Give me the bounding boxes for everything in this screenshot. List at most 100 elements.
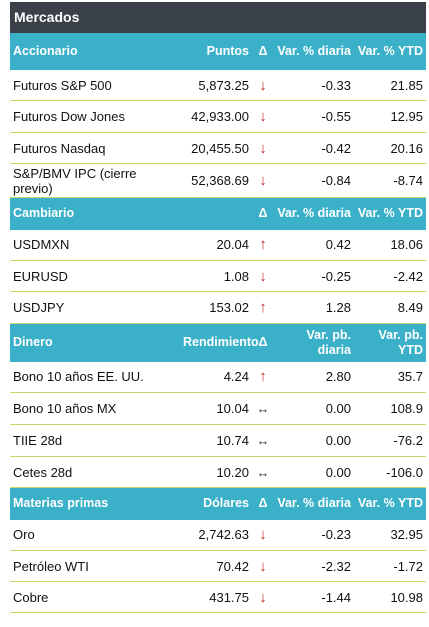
markets-panel: Mercados Accionario Puntos Δ Var. % diaria V…: [10, 2, 426, 613]
row-delta: ↓: [252, 550, 274, 582]
row-value: 153.02: [180, 291, 252, 324]
row-ytd: -76.2: [354, 424, 426, 457]
header-delta: Δ: [252, 487, 274, 520]
arrow-down-icon: ↓: [259, 139, 267, 157]
row-name: Bono 10 años EE. UU.: [10, 361, 180, 393]
row-value: 52,368.69: [180, 163, 252, 198]
header-daily: Var. % diaria: [274, 33, 354, 70]
row-ytd: 10.98: [354, 581, 426, 613]
row-daily: 0.00: [274, 392, 354, 425]
row-daily: -0.23: [274, 519, 354, 551]
table-row: USDMXN 20.04 ↑ 0.42 18.06: [10, 229, 426, 261]
arrow-down-icon: ↓: [259, 76, 267, 94]
row-delta: ↓: [252, 100, 274, 133]
row-name: Cetes 28d: [10, 456, 180, 488]
arrow-down-icon: ↓: [259, 172, 267, 189]
table-row: Cetes 28d 10.20 ↔ 0.00 -106.0: [10, 456, 426, 488]
panel-title: Mercados: [10, 2, 426, 33]
header-value: Rendimiento: [180, 323, 259, 362]
markets-table: Accionario Puntos Δ Var. % diaria Var. % YTD…: [10, 33, 426, 613]
row-name: Petróleo WTI: [10, 550, 180, 582]
arrow-left-right-icon: ↔: [256, 433, 270, 448]
table-row: Oro 2,742.63 ↓ -0.23 32.95: [10, 519, 426, 551]
row-name: Futuros Nasdaq: [10, 132, 180, 164]
row-daily: -0.84: [274, 163, 354, 198]
row-value: 5,873.25: [180, 70, 252, 101]
arrow-left-right-icon: ↔: [256, 464, 270, 480]
row-delta: ↔: [252, 424, 274, 457]
row-ytd: -8.74: [354, 163, 426, 198]
header-delta: Δ: [252, 323, 274, 362]
row-daily: -0.42: [274, 132, 354, 164]
row-name: USDMXN: [10, 229, 180, 261]
header-delta: Δ: [252, 197, 274, 230]
row-delta: ↑: [252, 291, 274, 324]
row-delta: ↑: [252, 229, 274, 261]
row-value: 70.42: [180, 550, 252, 582]
row-value: 10.20: [180, 456, 252, 488]
row-daily: -0.55: [274, 100, 354, 133]
header-daily: Var. % diaria: [274, 197, 354, 230]
row-name: Futuros S&P 500: [10, 70, 180, 101]
arrow-down-icon: ↓: [259, 588, 267, 606]
row-value: 2,742.63: [180, 519, 252, 551]
arrow-down-icon: ↓: [259, 267, 267, 285]
header-value: Dólares: [180, 487, 252, 520]
row-daily: 0.00: [274, 424, 354, 457]
row-delta: ↔: [252, 392, 274, 425]
header-value: Puntos: [180, 33, 252, 70]
row-name: Futuros Dow Jones: [10, 100, 180, 133]
row-ytd: 108.9: [354, 392, 426, 425]
row-value: 10.74: [180, 424, 252, 457]
table-row: USDJPY 153.02 ↑ 1.28 8.49: [10, 291, 426, 324]
row-daily: 1.28: [274, 291, 354, 324]
arrow-left-right-icon: ↔: [256, 401, 270, 416]
header-label: Cambiario: [10, 197, 180, 230]
section-header: Cambiario Δ Var. % diaria Var. % YTD: [10, 197, 426, 230]
row-daily: 2.80: [274, 361, 354, 393]
row-delta: ↓: [252, 70, 274, 101]
row-delta: ↓: [252, 581, 274, 613]
row-name: Bono 10 años MX: [10, 392, 180, 425]
table-row: S&P/BMV IPC (cierre previo) 52,368.69 ↓ -0.…: [10, 163, 426, 198]
table-row: Futuros Nasdaq 20,455.50 ↓ -0.42 20.16: [10, 132, 426, 164]
header-label: Materias primas: [10, 487, 180, 520]
row-delta: ↑: [252, 361, 274, 393]
row-value: 10.04: [180, 392, 252, 425]
table-row: Bono 10 años MX 10.04 ↔ 0.00 108.9: [10, 392, 426, 425]
header-daily: Var. pb. diaria: [274, 323, 354, 362]
table-row: Bono 10 años EE. UU. 4.24 ↑ 2.80 35.7: [10, 361, 426, 393]
arrow-up-icon: ↑: [259, 236, 267, 254]
row-delta: ↓: [252, 132, 274, 164]
row-value: 1.08: [180, 260, 252, 292]
row-ytd: -1.72: [354, 550, 426, 582]
row-value: 20.04: [180, 229, 252, 261]
row-ytd: 18.06: [354, 229, 426, 261]
header-delta: Δ: [252, 33, 274, 70]
row-name: USDJPY: [10, 291, 180, 324]
arrow-down-icon: ↓: [259, 526, 267, 544]
row-daily: 0.00: [274, 456, 354, 488]
row-name: Oro: [10, 519, 180, 551]
section-header: Accionario Puntos Δ Var. % diaria Var. % YTD: [10, 33, 426, 70]
row-ytd: 21.85: [354, 70, 426, 101]
header-label: Dinero: [10, 323, 180, 362]
arrow-down-icon: ↓: [259, 557, 267, 575]
row-daily: -0.25: [274, 260, 354, 292]
table-row: Cobre 431.75 ↓ -1.44 10.98: [10, 581, 426, 613]
row-daily: -0.33: [274, 70, 354, 101]
header-ytd: Var. % YTD: [354, 33, 426, 70]
table-row: TIIE 28d 10.74 ↔ 0.00 -76.2: [10, 424, 426, 457]
section-header: Materias primas Dólares Δ Var. % diaria Var.…: [10, 487, 426, 520]
row-value: 431.75: [180, 581, 252, 613]
row-value: 20,455.50: [180, 132, 252, 164]
row-name: S&P/BMV IPC (cierre previo): [10, 163, 180, 198]
table-row: Futuros S&P 500 5,873.25 ↓ -0.33 21.85: [10, 70, 426, 101]
header-daily: Var. % diaria: [274, 487, 354, 520]
row-ytd: 35.7: [354, 361, 426, 393]
row-ytd: 12.95: [354, 100, 426, 133]
row-ytd: -106.0: [354, 456, 426, 488]
row-daily: -2.32: [274, 550, 354, 582]
header-ytd: Var. % YTD: [354, 487, 426, 520]
row-ytd: 32.95: [354, 519, 426, 551]
